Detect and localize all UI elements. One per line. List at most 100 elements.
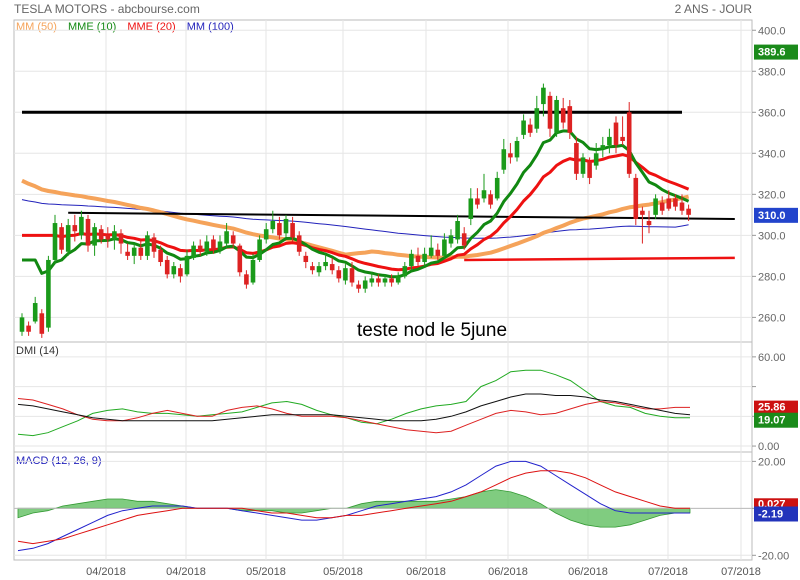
candle-body (679, 202, 685, 211)
badge-dmi-plus-text: 19.07 (758, 415, 786, 427)
candle-body (521, 120, 526, 135)
candle-body (541, 87, 546, 105)
x-tick-label: 04/2018 (166, 566, 206, 578)
price-y-tick-label: 300.0 (758, 230, 786, 242)
candle-body (580, 157, 586, 174)
candle-body (46, 259, 51, 328)
candle-body (303, 255, 309, 263)
trendline-neckline (68, 211, 735, 220)
price-y-tick-label: 320.0 (758, 189, 786, 201)
x-tick-label: 04/2018 (86, 566, 126, 578)
candle-body (277, 223, 282, 236)
badge-dmi-minus (754, 400, 798, 414)
mm50-line (21, 178, 690, 260)
candle-body (514, 141, 520, 158)
candle-body (72, 225, 78, 232)
macd-signal-line (17, 470, 690, 545)
candle-body (270, 220, 276, 230)
candle-body (118, 233, 124, 244)
candle-body (574, 143, 579, 174)
x-tick-label: 05/2018 (246, 566, 286, 578)
badge-macd-value (754, 506, 798, 522)
candle-body (283, 218, 289, 234)
badge-dmi-minus-text: 25.86 (758, 402, 786, 414)
price-y-tick-label: 260.0 (758, 312, 786, 324)
candle-body (151, 237, 157, 252)
candle-body (32, 303, 38, 322)
candle-body (673, 198, 678, 207)
candle-body (455, 220, 460, 240)
candle-body (547, 95, 553, 129)
candle-body (442, 239, 447, 256)
candle-body (131, 247, 137, 256)
dmi-title: DMI (14) (16, 345, 59, 357)
candle-body (376, 278, 381, 283)
candle-body (329, 264, 335, 271)
candle-body (508, 153, 513, 158)
price-y-tick-label: 340.0 (758, 148, 786, 160)
x-tick-label: 06/2018 (568, 566, 608, 578)
candle-body (230, 235, 236, 244)
candle-body (145, 235, 150, 256)
chart-title: TESLA MOTORS - abcbourse.com (14, 2, 200, 16)
candle-body (620, 136, 625, 142)
candle-body (52, 223, 58, 260)
candle-body (217, 241, 223, 250)
candle-body (237, 245, 243, 273)
candle-body (659, 202, 665, 211)
candle-body (164, 259, 170, 275)
candle-body (666, 198, 672, 209)
candle-body (481, 190, 487, 199)
candle-body (19, 317, 25, 332)
mm100-line (21, 199, 689, 239)
price-y-tick-label: 280.0 (758, 271, 786, 283)
macd-y-tick-label: 20.00 (758, 456, 786, 468)
candle-body (435, 249, 441, 256)
candle-body (98, 229, 104, 240)
candle-body (211, 239, 216, 250)
candle-body (362, 280, 368, 289)
x-tick-label: 07/2018 (648, 566, 688, 578)
badge-last-high-text: 389.6 (758, 47, 786, 59)
candle-body (395, 276, 401, 283)
candle-body (349, 268, 355, 283)
candle-body (534, 108, 540, 129)
dmi-panel-frame (13, 341, 753, 453)
candle-body (587, 161, 592, 178)
candle-body (593, 153, 599, 166)
badge-dmi-plus (754, 412, 798, 428)
dmi-y-tick-label: 0.00 (758, 441, 779, 453)
candle-body (296, 235, 302, 252)
candle-body (105, 235, 111, 240)
price-y-tick-label: 400.0 (758, 25, 786, 37)
dmi-plus-line (17, 369, 690, 437)
candle-body (79, 216, 84, 236)
candle-body (475, 198, 480, 205)
candle-body (250, 259, 256, 283)
candle-body (184, 255, 190, 275)
candle-body (501, 149, 507, 170)
candle-body (600, 145, 606, 150)
candle-body (310, 266, 315, 271)
macd-histogram-area (17, 489, 691, 528)
annotation-text: teste nod le 5june (357, 320, 507, 341)
candle-body (171, 266, 177, 275)
candle-body (422, 253, 427, 263)
candle-body (369, 278, 375, 283)
candle-body (197, 245, 203, 252)
candle-body (409, 253, 414, 267)
x-tick-label: 05/2018 (323, 566, 363, 578)
candle-body (613, 122, 619, 146)
candle-body (336, 270, 342, 279)
candle-body (626, 112, 632, 174)
candle-body (461, 233, 467, 246)
candle-body (527, 124, 533, 133)
candle-body (92, 227, 97, 246)
dmi-minus-line (17, 398, 690, 434)
price-panel-frame (13, 19, 753, 343)
trendline-support (464, 256, 735, 262)
badge-macd-signal (754, 498, 798, 509)
mme10-line (22, 129, 690, 279)
